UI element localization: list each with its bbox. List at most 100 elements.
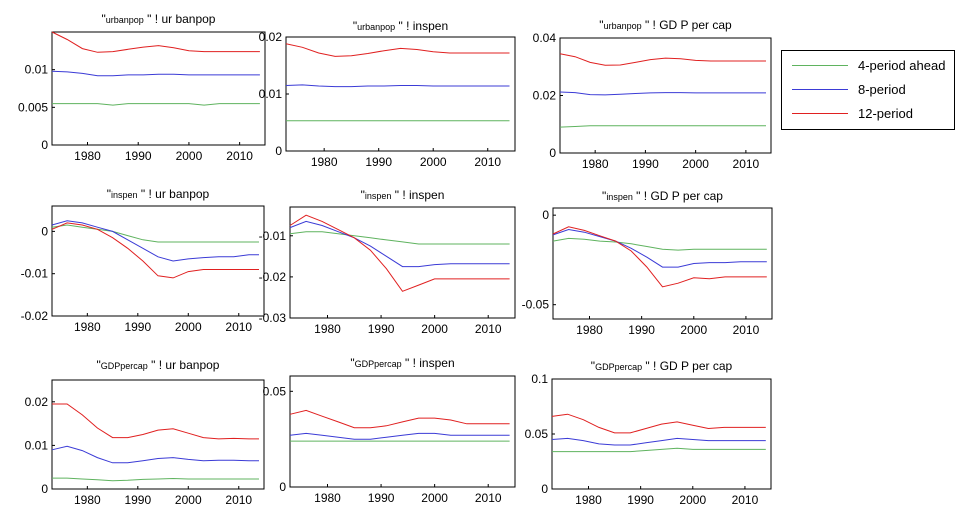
legend-swatch-12-period — [792, 113, 848, 114]
legend-item-8-period: 8-period — [782, 80, 954, 100]
chart-panel-1: 1980 1990 2000 2010 0 0.005 0.01 "urbanpop " ! … — [18, 12, 266, 163]
series-line-12-period — [289, 214, 510, 292]
title-open-quote: " — [602, 189, 606, 203]
chart-panel-6: 1980 1990 2000 2010 -0.05 0 "inspen " ! GD P p… — [522, 189, 773, 337]
series-line-8-period — [51, 220, 259, 262]
x-tick-label: 2000 — [682, 157, 709, 171]
title-shock-variable: GDPpercap — [101, 361, 148, 371]
plot-frame — [289, 206, 516, 319]
x-tick-label: 1980 — [314, 491, 341, 505]
panel-title: "inspen " ! GD P per cap — [602, 189, 723, 203]
series-line-8-period — [559, 91, 766, 96]
x-tick-label: 2000 — [421, 491, 448, 505]
title-arrow: " ! — [402, 356, 420, 370]
x-tick-label: 1980 — [314, 322, 341, 336]
legend: 4-period ahead 8-period 12-period — [781, 50, 955, 130]
x-tick-label: 1980 — [74, 149, 101, 163]
panel-title: "inspen " ! ur banpop — [107, 187, 210, 201]
title-shock-variable: GDPpercap — [595, 362, 642, 372]
series-line-12-period — [559, 53, 766, 66]
y-tick-label: 0.01 — [25, 63, 49, 77]
title-open-quote: " — [353, 19, 357, 33]
series-line-4-period — [559, 125, 766, 128]
title-target-variable: GD P per cap — [650, 189, 723, 203]
legend-label-8-period: 8-period — [858, 82, 906, 97]
chart-panel-8: 1980 1990 2000 2010 0 0.05 "GDPpercap " ! insp… — [263, 356, 516, 505]
x-tick-label: 1990 — [125, 149, 152, 163]
y-tick-label: 0.02 — [25, 395, 49, 409]
x-tick-label: 2010 — [475, 491, 502, 505]
x-tick-label: 2010 — [732, 493, 759, 507]
y-tick-label: 0 — [41, 482, 48, 496]
plot-frame — [51, 379, 265, 490]
plot-frame — [559, 37, 772, 154]
y-tick-label: 0.1 — [531, 372, 548, 386]
x-tick-label: 2000 — [176, 149, 203, 163]
y-tick-label: 0 — [279, 480, 286, 494]
series-line-12-period — [551, 413, 766, 434]
panel-title: "GDPpercap " ! ur banpop — [97, 358, 220, 372]
x-tick-label: 2000 — [175, 320, 202, 334]
plot-frame — [289, 375, 516, 488]
title-arrow: " ! — [395, 19, 413, 33]
x-tick-label: 2010 — [225, 320, 252, 334]
y-tick-label: 0.01 — [259, 87, 283, 101]
title-shock-variable: inspen — [606, 192, 633, 202]
x-tick-label: 1990 — [627, 493, 654, 507]
x-tick-label: 1990 — [124, 320, 151, 334]
chart-panel-2: 1980 1990 2000 2010 0 0.01 0.02 "urbanpop " ! i… — [259, 19, 516, 169]
plot-frame — [551, 378, 772, 490]
x-tick-label: 1980 — [582, 157, 609, 171]
series-line-12-period — [289, 409, 510, 429]
legend-item-4-period: 4-period ahead — [782, 56, 954, 76]
y-tick-label: 0.01 — [25, 438, 49, 452]
series-line-12-period — [552, 226, 767, 288]
y-tick-label: -0.02 — [21, 309, 49, 323]
series-line-8-period — [289, 220, 510, 268]
x-tick-label: 2010 — [226, 149, 253, 163]
legend-swatch-4-period — [792, 65, 848, 66]
x-tick-label: 1980 — [575, 493, 602, 507]
x-tick-label: 1990 — [632, 157, 659, 171]
title-arrow: " ! — [391, 188, 409, 202]
legend-label-12-period: 12-period — [858, 106, 913, 121]
panel-title: "GDPpercap " ! GD P per cap — [591, 359, 733, 373]
x-tick-label: 2000 — [421, 322, 448, 336]
chart-panel-9: 1980 1990 2000 2010 0 0.05 0.1 "GDPpercap " ! G… — [525, 359, 772, 507]
series-line-12-period — [285, 43, 510, 57]
x-tick-label: 2010 — [225, 493, 252, 507]
series-line-4-period — [52, 477, 259, 482]
series-line-4-period — [552, 447, 766, 453]
title-open-quote: " — [591, 359, 595, 373]
y-tick-label: -0.01 — [259, 229, 287, 243]
y-tick-label: 0.04 — [533, 31, 557, 45]
title-target-variable: inspen — [413, 19, 448, 33]
legend-swatch-8-period — [792, 89, 848, 90]
x-tick-label: 2010 — [475, 322, 502, 336]
panel-title: "urbanpop " ! inspen — [353, 19, 448, 33]
x-tick-label: 1990 — [365, 155, 392, 169]
panel-title: "urbanpop " ! GD P per cap — [599, 18, 732, 32]
series-line-8-period — [552, 228, 767, 268]
title-shock-variable: urbanpop — [357, 22, 395, 32]
y-tick-label: 0 — [542, 208, 549, 222]
title-target-variable: inspen — [409, 188, 444, 202]
title-open-quote: " — [102, 12, 106, 26]
x-tick-label: 2010 — [474, 155, 501, 169]
plot-frame — [285, 36, 516, 152]
y-tick-label: -0.03 — [259, 311, 287, 325]
title-open-quote: " — [350, 356, 354, 370]
title-shock-variable: urbanpop — [106, 15, 144, 25]
series-line-8-period — [551, 437, 766, 446]
y-tick-label: 0.005 — [18, 100, 48, 114]
title-target-variable: GD P per cap — [660, 359, 733, 373]
panel-title: "GDPpercap " ! inspen — [350, 356, 454, 370]
title-shock-variable: inspen — [365, 191, 392, 201]
chart-panel-7: 1980 1990 2000 2010 0 0.01 0.02 "GDPpercap " ! … — [25, 358, 265, 507]
x-tick-label: 2000 — [679, 493, 706, 507]
y-tick-label: 0.05 — [263, 384, 287, 398]
y-tick-label: -0.02 — [259, 270, 287, 284]
x-tick-label: 2000 — [175, 493, 202, 507]
x-tick-label: 1980 — [311, 155, 338, 169]
